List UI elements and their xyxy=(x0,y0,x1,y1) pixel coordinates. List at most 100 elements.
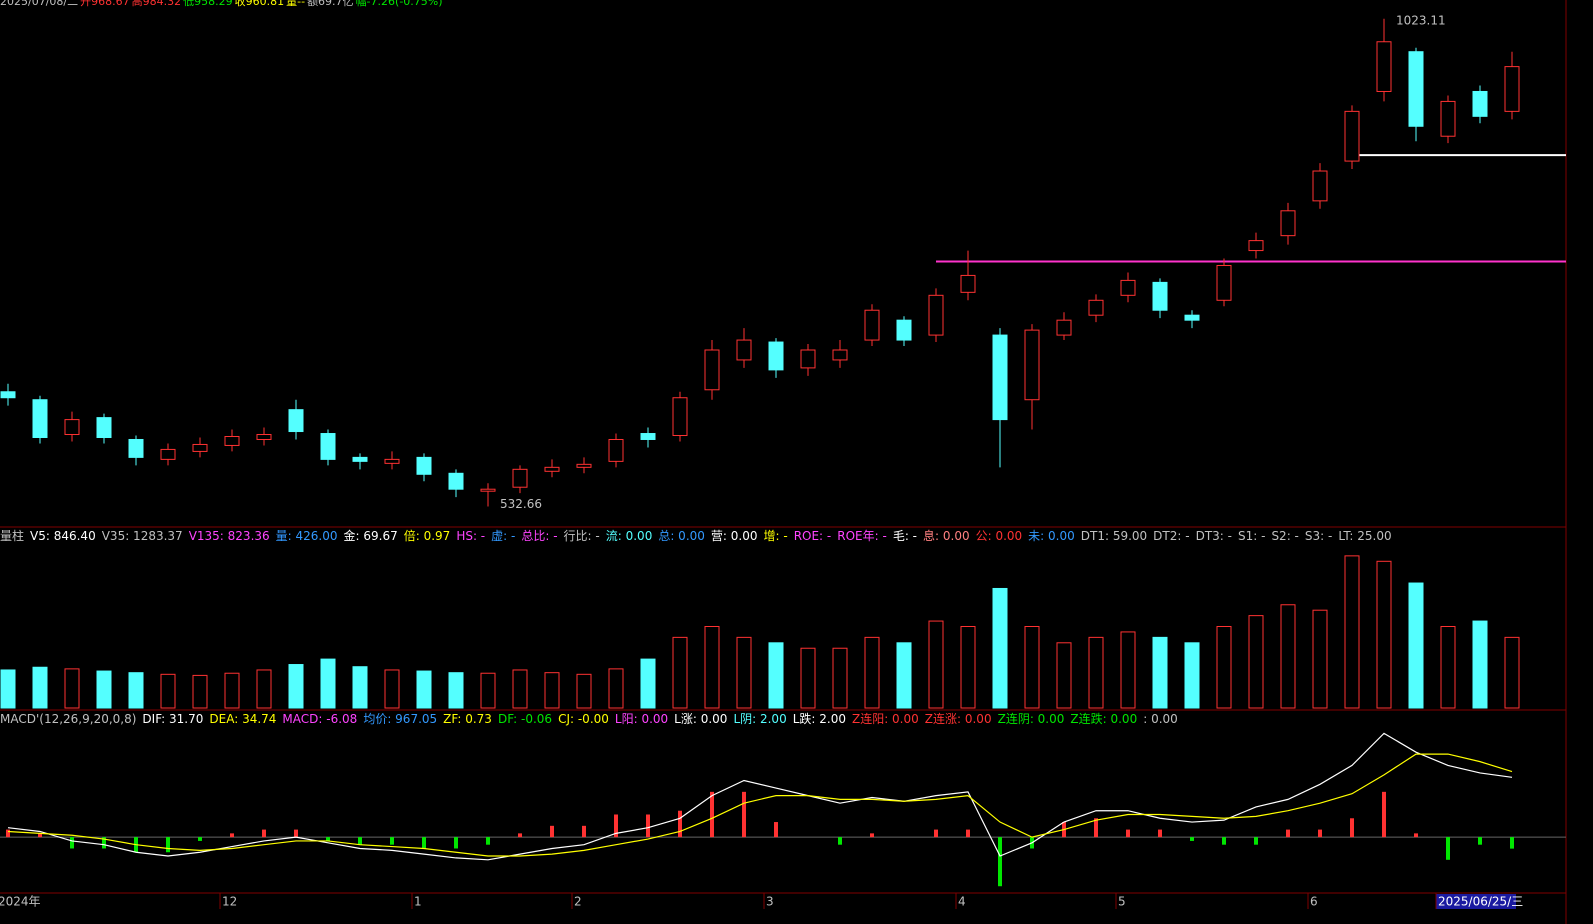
legend-item: MACD'(12,26,9,20,0,8) xyxy=(0,712,137,726)
volume-bar xyxy=(736,636,752,709)
legend-item: ZF: 0.73 xyxy=(443,712,492,726)
volume-bar xyxy=(1216,626,1232,709)
candle-body xyxy=(416,456,432,475)
legend-item: 息: 0.00 xyxy=(923,529,970,543)
x-tick-label: 2 xyxy=(574,895,582,909)
legend-item: V35: 1283.37 xyxy=(101,529,183,543)
volume-bar xyxy=(1248,615,1264,709)
legend-item: 低958.29 xyxy=(183,0,233,8)
volume-bar xyxy=(480,672,496,709)
candle-body xyxy=(64,419,80,436)
volume-bar xyxy=(832,647,848,709)
candle-body xyxy=(192,443,208,452)
volume-bar xyxy=(160,673,176,709)
volume-bar xyxy=(992,587,1008,709)
volume-bar xyxy=(32,666,48,709)
candle-body xyxy=(224,436,240,446)
candle-body xyxy=(1376,41,1392,92)
macd-bar xyxy=(1286,829,1290,838)
legend-item: S2: - xyxy=(1271,529,1299,543)
x-tick-label: 5 xyxy=(1118,895,1126,909)
candle-body xyxy=(1120,279,1136,296)
macd-bar xyxy=(742,791,746,838)
macd-bar xyxy=(390,837,394,845)
x-tick-label: 1 xyxy=(414,895,422,909)
candle-body xyxy=(928,294,944,336)
candle-body xyxy=(544,466,560,472)
macd-bar xyxy=(1446,837,1450,860)
candle-body xyxy=(384,458,400,464)
macd-bar xyxy=(1414,833,1418,838)
legend-item: 高984.32 xyxy=(131,0,182,8)
macd-bar xyxy=(358,837,362,845)
candle-body xyxy=(1312,170,1328,202)
macd-bar xyxy=(1126,829,1130,838)
macd-bar xyxy=(102,837,106,849)
low-label: 532.66 xyxy=(500,497,542,511)
candle-body xyxy=(960,274,976,293)
legend-item: S1: - xyxy=(1237,529,1266,543)
volume-bar xyxy=(1312,609,1328,709)
candle-body xyxy=(768,341,784,371)
macd-bar xyxy=(294,829,298,838)
macd-bar xyxy=(870,833,874,838)
candle-body xyxy=(640,433,656,440)
volume-bar xyxy=(928,620,944,709)
candle-body xyxy=(832,349,848,361)
legend-item: 收960.81 xyxy=(234,0,285,8)
volume-bar xyxy=(1184,642,1200,709)
macd-bar xyxy=(70,837,74,849)
candle-body xyxy=(1472,90,1488,117)
macd-bar xyxy=(518,833,522,838)
legend-item: 增: - xyxy=(763,529,788,543)
volume-bar xyxy=(1024,626,1040,709)
volume-bar xyxy=(1152,636,1168,709)
candle-body xyxy=(256,434,272,440)
date-box xyxy=(1436,894,1516,909)
candle-body xyxy=(1408,51,1424,127)
volume-bar xyxy=(448,672,464,709)
legend-item: L阳: 0.00 xyxy=(614,712,669,726)
macd-bar xyxy=(262,829,266,838)
legend-item: DT1: 59.00 xyxy=(1080,529,1148,543)
legend-item: 开968.67 xyxy=(80,0,130,8)
macd-bar xyxy=(486,837,490,845)
candle-body xyxy=(448,472,464,490)
legend-item: DEA: 34.74 xyxy=(209,712,277,726)
candle-body xyxy=(32,399,48,439)
candle-body xyxy=(800,349,816,369)
candle-body xyxy=(512,468,528,488)
candle-body xyxy=(1024,329,1040,401)
legend-item: 营: 0.00 xyxy=(710,529,758,543)
macd-bar xyxy=(998,837,1002,887)
volume-bar xyxy=(256,669,272,709)
volume-bar xyxy=(640,658,656,709)
volume-bar xyxy=(672,636,688,709)
legend-item: : 0.00 xyxy=(1143,712,1178,726)
macd-bar xyxy=(422,837,426,849)
x-tick-label: 2025/06/25/三 xyxy=(1438,895,1523,909)
candle-body xyxy=(160,448,176,460)
candle-body xyxy=(128,438,144,458)
candle-body xyxy=(1248,240,1264,252)
legend-item: 量: 426.00 xyxy=(275,529,338,543)
legend-item: Z连跌: 0.00 xyxy=(1070,712,1138,726)
candle-body xyxy=(864,309,880,341)
legend-item: Z连阴: 0.00 xyxy=(997,712,1065,726)
volume-bar xyxy=(608,668,624,709)
candle-body xyxy=(576,463,592,468)
candle-body xyxy=(608,438,624,462)
legend-item: 额69.7亿 xyxy=(307,0,354,8)
legend-item: L跌: 2.00 xyxy=(792,712,846,726)
legend-item: V5: 846.40 xyxy=(30,529,96,543)
candle-body xyxy=(0,391,16,399)
legend-item: 行比: - xyxy=(563,529,600,543)
volume-bar xyxy=(128,672,144,709)
macd-bar xyxy=(326,837,330,841)
macd-bar xyxy=(1382,791,1386,838)
legend-item: DT3: - xyxy=(1195,529,1232,543)
legend-item: DIF: 31.70 xyxy=(142,712,204,726)
legend-item: Z连涨: 0.00 xyxy=(924,712,992,726)
x-tick-label: 4 xyxy=(958,895,966,909)
